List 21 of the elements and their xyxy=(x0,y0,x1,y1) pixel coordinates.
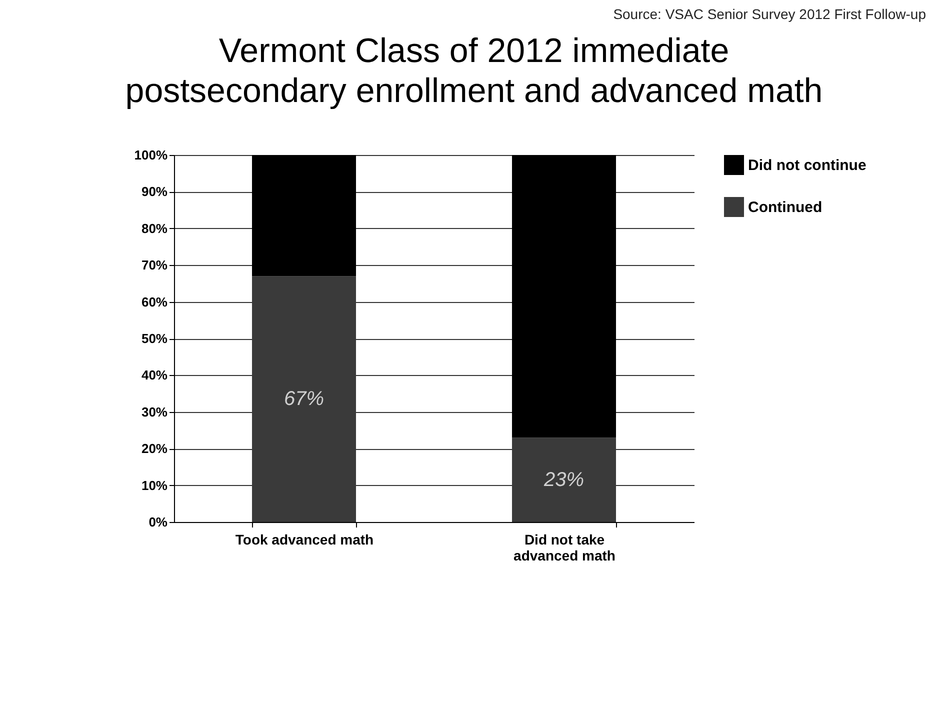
x-tick-label: Did not take advanced math xyxy=(514,532,616,564)
y-tick-label: 90% xyxy=(141,184,168,200)
y-tick-label: 30% xyxy=(141,404,168,420)
chart-title: Vermont Class of 2012 immediate postsecondary enrollment and advanced math xyxy=(125,32,823,110)
y-tick-label: 20% xyxy=(141,441,168,456)
bar xyxy=(252,276,356,522)
y-tick-label: 10% xyxy=(141,478,168,493)
y-tick-label: 60% xyxy=(141,294,168,310)
legend-label: Continued xyxy=(748,199,822,216)
data-label: 23% xyxy=(542,468,584,491)
bar xyxy=(512,438,616,522)
y-tick-label: 0% xyxy=(148,514,168,530)
data-label: 67% xyxy=(284,388,324,410)
y-tick-label: 100% xyxy=(134,148,168,162)
y-tick-label: 50% xyxy=(141,331,168,346)
source-note: Source: VSAC Senior Survey 2012 First Follow-up xyxy=(613,6,926,22)
legend-label: Did not continue xyxy=(748,157,866,174)
y-tick-label: 70% xyxy=(141,258,168,273)
x-tick-label: Took advanced math xyxy=(235,532,374,548)
y-tick-label: 80% xyxy=(141,220,168,236)
y-tick-label: 40% xyxy=(141,368,168,383)
